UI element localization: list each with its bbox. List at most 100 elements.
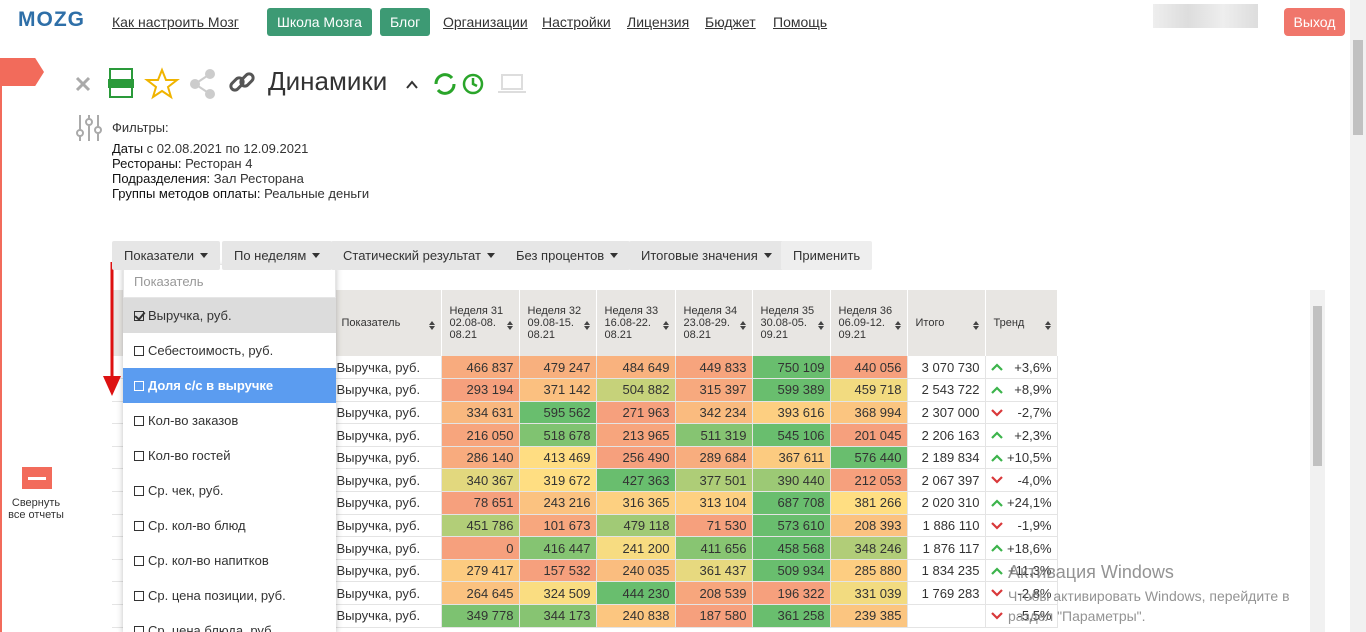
value-cell: 331 039 — [830, 581, 908, 606]
trend-cell: +11,3% — [985, 559, 1058, 583]
refresh-icon[interactable] — [434, 73, 456, 95]
xlsx-icon[interactable] — [108, 68, 134, 98]
value-cell: 340 367 — [441, 468, 520, 493]
week-title: Неделя 33 — [604, 305, 659, 317]
schedule-icon[interactable] — [462, 73, 484, 95]
nav-link[interactable]: Организации — [443, 14, 528, 30]
value-cell: 545 106 — [752, 423, 831, 447]
total-cell: 1 834 235 — [907, 559, 986, 583]
sort-icon[interactable] — [1044, 318, 1051, 330]
sidebar-tab[interactable] — [0, 58, 44, 86]
header-cell: Показатель — [333, 290, 442, 356]
metric-cell: Выручка, руб. — [333, 401, 442, 425]
monitor-icon[interactable] — [498, 74, 526, 93]
checkbox[interactable] — [134, 521, 144, 531]
nav-button[interactable]: Блог — [380, 8, 431, 36]
week-title: Неделя 35 — [760, 305, 815, 317]
metric-cell: Выручка, руб. — [333, 491, 442, 515]
arrow-down — [990, 589, 1003, 597]
toolbar-dropdown[interactable]: По неделям — [222, 241, 333, 270]
checkbox[interactable] — [134, 451, 144, 461]
filter-icon[interactable] — [75, 113, 103, 143]
sort-icon[interactable] — [739, 318, 746, 330]
collapse-all[interactable]: Свернуть все отчеты — [8, 497, 64, 521]
toolbar-dropdown[interactable]: Итоговые значения — [629, 241, 784, 270]
trend-cell: +10,5% — [985, 446, 1058, 470]
close-icon[interactable] — [75, 76, 91, 92]
sort-icon[interactable] — [428, 318, 435, 330]
dropdown-item[interactable]: Доля с/с в выручке — [123, 368, 336, 403]
nav-link[interactable]: Настройки — [542, 14, 611, 30]
value-cell: 440 056 — [830, 356, 908, 380]
trend-change: -5,5% — [1017, 608, 1052, 624]
sort-icon[interactable] — [894, 318, 901, 330]
dropdown-item[interactable]: Ср. цена блюда, руб. — [123, 613, 336, 632]
trend-change: -4,0% — [1017, 472, 1052, 488]
value-cell: 479 118 — [596, 514, 676, 538]
sort-icon[interactable] — [662, 318, 669, 330]
trend-arrow — [990, 431, 1003, 440]
nav-link[interactable]: Бюджет — [705, 14, 756, 30]
value-cell: 216 050 — [441, 423, 520, 447]
arrow-down — [990, 476, 1003, 485]
trend-cell: +2,3% — [985, 423, 1058, 447]
dropdown-item[interactable]: Ср. кол-во блюд — [123, 508, 336, 543]
dropdown-item[interactable]: Себестоимость, руб. — [123, 333, 336, 368]
checkbox[interactable] — [134, 416, 144, 426]
trend-arrow — [990, 499, 1003, 507]
trend-cell: +24,1% — [985, 491, 1058, 515]
metric-cell: Выручка, руб. — [333, 559, 442, 583]
logout-button[interactable]: Выход — [1284, 8, 1345, 36]
filter-row: Группы методов оплаты: Реальные деньги — [112, 186, 369, 201]
checkbox[interactable] — [134, 626, 144, 632]
week-title: Неделя 31 — [449, 305, 504, 317]
checkbox[interactable] — [134, 556, 144, 566]
arrow-down — [990, 612, 1003, 620]
sort-icon[interactable] — [972, 318, 979, 330]
help-link[interactable]: Как настроить Мозг — [112, 14, 239, 30]
value-cell: 595 562 — [519, 401, 597, 425]
nav-link[interactable]: Помощь — [773, 14, 828, 30]
dropdown-item[interactable]: Кол-во гостей — [123, 438, 336, 473]
value-cell: 361 437 — [675, 559, 753, 583]
header-text: Тренд — [993, 317, 1025, 329]
value-cell: 511 319 — [675, 423, 753, 447]
nav-button[interactable]: Школа Мозга — [267, 8, 372, 36]
collapse-icon[interactable] — [22, 467, 52, 489]
logo[interactable]: MOZG — [18, 8, 85, 31]
value-cell: 213 965 — [596, 423, 676, 447]
dropdown-item[interactable]: Ср. кол-во напитков — [123, 543, 336, 578]
value-cell: 449 833 — [675, 356, 753, 380]
checkbox[interactable] — [134, 346, 144, 356]
table-scrollbar[interactable] — [1310, 290, 1325, 632]
checkbox[interactable] — [134, 381, 144, 391]
dropdown-item[interactable]: Ср. чек, руб. — [123, 473, 336, 508]
sort-icon[interactable] — [817, 318, 824, 330]
checkbox[interactable] — [134, 486, 144, 496]
collapse-caret[interactable] — [406, 80, 418, 89]
checkbox[interactable] — [134, 311, 144, 321]
link-icon[interactable] — [229, 72, 255, 92]
toolbar-dropdown[interactable]: Показатели — [112, 241, 220, 270]
sort-icon[interactable] — [583, 318, 590, 330]
filter-label: Даты — [112, 141, 144, 156]
toolbar-dropdown[interactable]: Без процентов — [504, 241, 631, 270]
dropdown-item[interactable]: Кол-во заказов — [123, 403, 336, 438]
value-cell: 264 645 — [441, 581, 520, 606]
dropdown-item[interactable]: Выручка, руб. — [123, 298, 336, 333]
report-title: Динамики — [268, 66, 388, 96]
apply-button[interactable]: Применить — [781, 241, 873, 270]
page-scrollbar[interactable] — [1350, 0, 1366, 632]
metric-cell: Выручка, руб. — [333, 423, 442, 447]
value-cell: 342 234 — [675, 401, 753, 425]
toolbar-dropdown[interactable]: Статический результат — [331, 241, 507, 270]
value-cell: 212 053 — [830, 468, 908, 493]
dropdown-item[interactable]: Ср. цена позиции, руб. — [123, 578, 336, 613]
sort-icon[interactable] — [506, 318, 513, 330]
favorite-icon[interactable] — [144, 67, 180, 100]
checkbox[interactable] — [134, 591, 144, 601]
nav-link[interactable]: Лицензия — [627, 14, 690, 30]
share-icon[interactable] — [190, 69, 215, 99]
item-label: Себестоимость, руб. — [148, 343, 274, 358]
